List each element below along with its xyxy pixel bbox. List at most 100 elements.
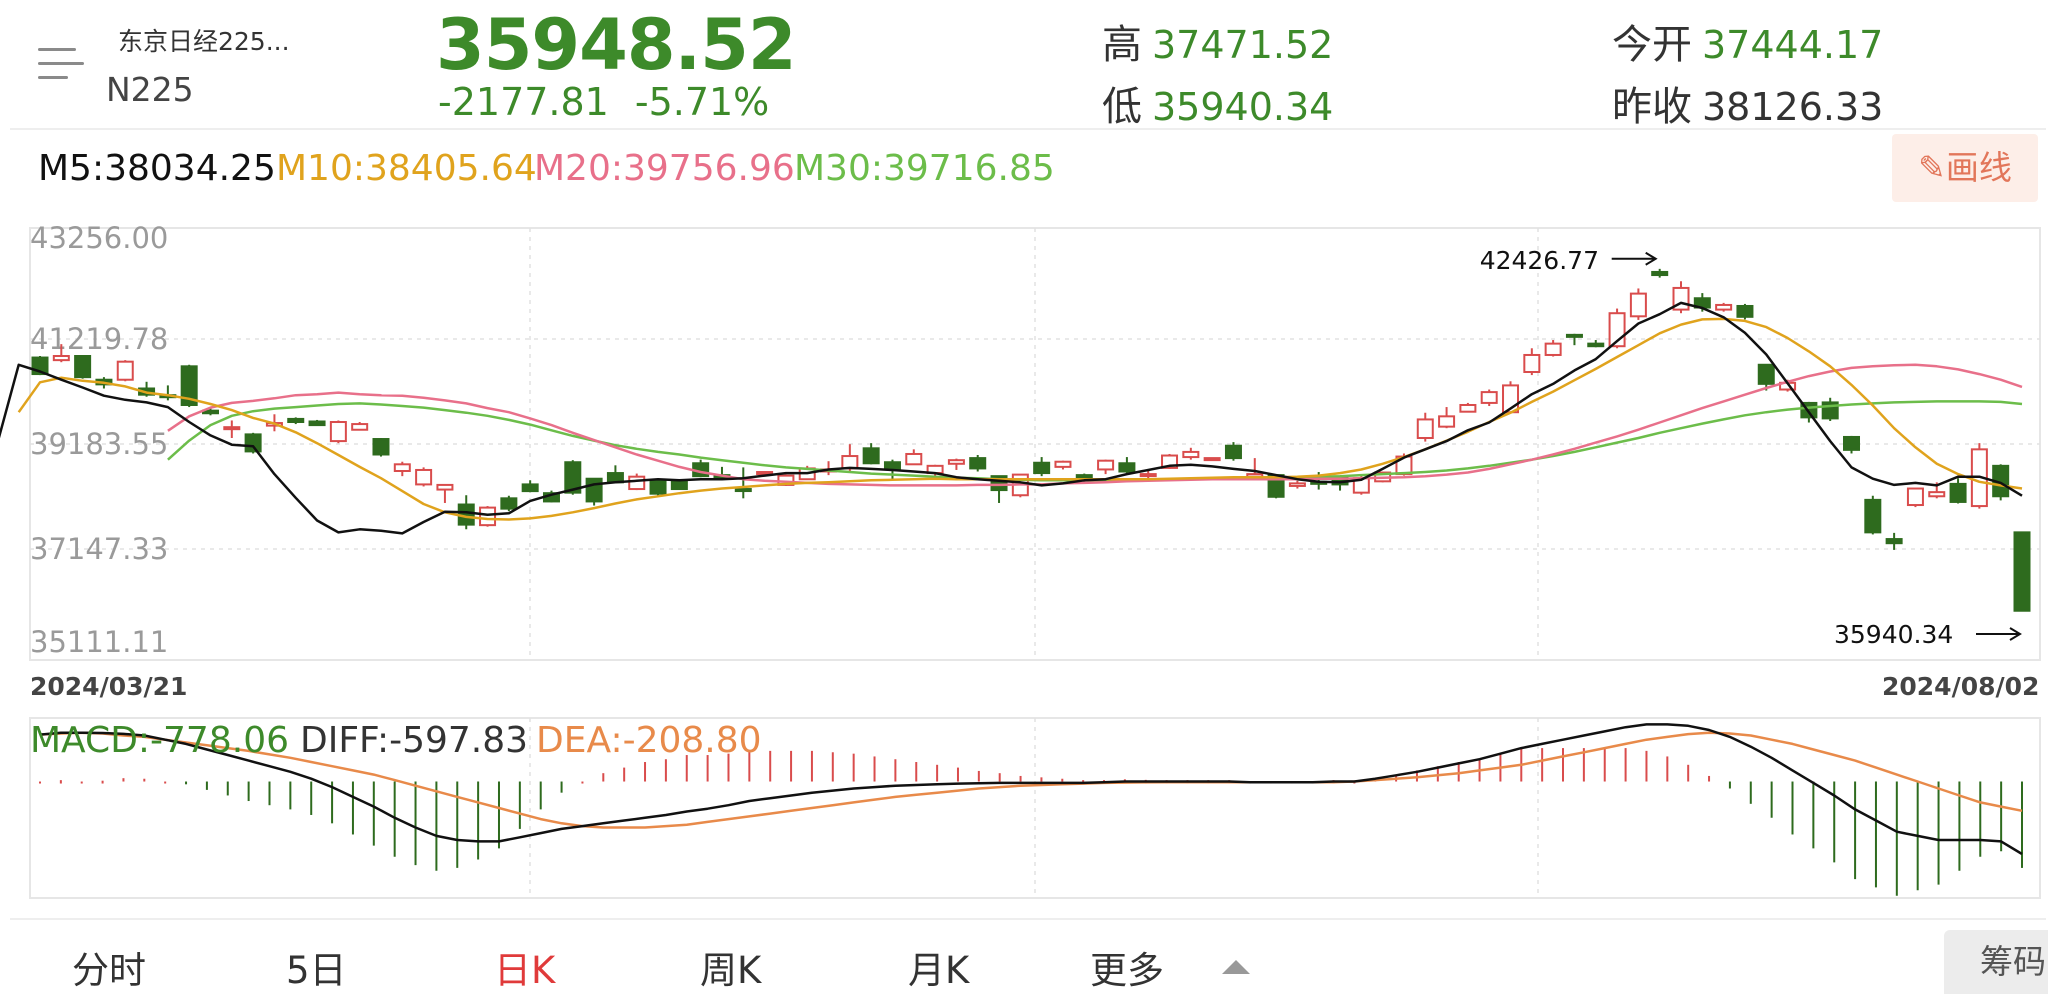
- macd-label: MACD:-778.06: [30, 720, 289, 761]
- candle-up: [52, 355, 70, 362]
- candle-up: [756, 471, 774, 476]
- candle-down: [969, 457, 987, 470]
- y-tick-label: 39183.55: [30, 427, 168, 461]
- candle-down: [883, 461, 901, 471]
- dea-line: [39, 731, 2023, 829]
- chip-distribution-button[interactable]: 筹码: [1944, 930, 2048, 994]
- open-stat: 今开 37444.17: [1612, 12, 1883, 70]
- candle-down: [1885, 538, 1903, 545]
- ma30-label: M30:39716.85: [794, 148, 1055, 189]
- candle-up: [223, 426, 241, 431]
- tab-monthly-k[interactable]: 月K: [908, 949, 970, 992]
- candle-up: [1928, 491, 1946, 498]
- open-label: 今开: [1612, 22, 1692, 68]
- prev-close-label: 昨收: [1612, 84, 1692, 130]
- candle-down: [1949, 482, 1967, 503]
- draw-line-button[interactable]: ✎画线: [1892, 134, 2038, 202]
- candle-down: [1224, 444, 1242, 460]
- open-value: 37444.17: [1702, 23, 1884, 67]
- candle-up: [1097, 459, 1115, 471]
- candle-down: [564, 461, 582, 494]
- candle-down: [372, 438, 390, 456]
- candle-up: [415, 468, 433, 486]
- candle-down: [670, 480, 688, 491]
- tab-intraday[interactable]: 分时: [72, 949, 146, 992]
- candle-up: [1523, 353, 1541, 373]
- candle-down: [1587, 342, 1605, 348]
- draw-line-label: 画线: [1945, 148, 2012, 187]
- change-percent: -5.71%: [634, 80, 770, 124]
- ma5-line: [0, 301, 2023, 535]
- pencil-icon: ✎: [1918, 148, 1946, 187]
- candle-up: [351, 423, 369, 431]
- candle-up: [628, 475, 646, 491]
- candle-down: [308, 420, 326, 427]
- instrument-name: 东京日经225...: [118, 27, 290, 56]
- menu-icon[interactable]: [38, 40, 86, 84]
- candle-up: [1438, 415, 1456, 428]
- y-tick-label: 41219.78: [30, 322, 168, 356]
- candle-down: [1736, 304, 1754, 318]
- last-price: 35948.52: [436, 4, 797, 86]
- candle-up: [1203, 457, 1221, 462]
- high-label: 高: [1102, 22, 1142, 68]
- tab-more[interactable]: 更多: [1090, 949, 1164, 992]
- header-divider: [10, 128, 2046, 130]
- tab-daily-k[interactable]: 日K: [494, 949, 556, 992]
- ma30-line: [167, 400, 2023, 482]
- candle-up: [116, 360, 134, 381]
- instrument-code: N225: [106, 70, 194, 109]
- candle-up: [1629, 292, 1647, 318]
- dea-label: DEA:-208.80: [536, 720, 762, 761]
- candle-down: [2013, 531, 2031, 612]
- candle-down: [74, 355, 92, 379]
- candle-up: [1459, 403, 1477, 413]
- low-value: 35940.34: [1152, 85, 1334, 129]
- y-tick-label: 37147.33: [30, 532, 168, 566]
- change-value: -2177.81: [438, 80, 609, 124]
- candle-down: [649, 480, 667, 495]
- low-label: 低: [1102, 84, 1142, 130]
- y-tick-label: 35111.11: [30, 625, 168, 659]
- candle-down: [500, 497, 518, 510]
- high-annotation: 42426.77: [1480, 246, 1599, 275]
- candle-down: [1118, 462, 1136, 473]
- low-stat: 低 35940.34: [1102, 74, 1333, 132]
- low-annotation: 35940.34: [1834, 620, 1953, 649]
- candle-up: [1416, 418, 1434, 439]
- candle-down: [244, 433, 262, 453]
- candle-up: [841, 455, 859, 470]
- low-arrow-head: [2009, 627, 2022, 641]
- diff-line: [39, 723, 2023, 856]
- candle-down: [180, 365, 198, 406]
- tab-weekly-k[interactable]: 周K: [700, 949, 762, 992]
- candle-up: [1480, 391, 1498, 404]
- candle-up: [1544, 342, 1562, 356]
- candle-up: [1182, 450, 1200, 459]
- high-stat: 高 37471.52: [1102, 12, 1333, 70]
- candle-up: [329, 421, 347, 443]
- candle-down: [1651, 270, 1669, 277]
- x-end-label: 2024/08/02: [1882, 672, 2040, 701]
- candle-down: [1843, 435, 1861, 451]
- ma10-line: [17, 317, 2023, 521]
- x-start-label: 2024/03/21: [30, 672, 188, 701]
- candle-up: [393, 463, 411, 472]
- candle-down: [1565, 333, 1583, 338]
- candle-up: [905, 452, 923, 466]
- diff-label: DIFF:-597.83: [300, 720, 529, 761]
- candle-down: [1864, 498, 1882, 534]
- triangle-up-icon[interactable]: [1222, 960, 1250, 974]
- ma20-line: [167, 363, 2023, 487]
- candle-down: [734, 488, 752, 493]
- candle-up: [479, 506, 497, 527]
- candle-up: [436, 483, 454, 491]
- tabs-divider: [10, 918, 2046, 920]
- candle-down: [862, 447, 880, 465]
- candle-up: [1906, 487, 1924, 507]
- candle-up: [1715, 303, 1733, 311]
- ma20-label: M20:39756.96: [534, 148, 795, 189]
- tab-5day[interactable]: 5日: [286, 949, 347, 992]
- candle-down: [1757, 363, 1775, 385]
